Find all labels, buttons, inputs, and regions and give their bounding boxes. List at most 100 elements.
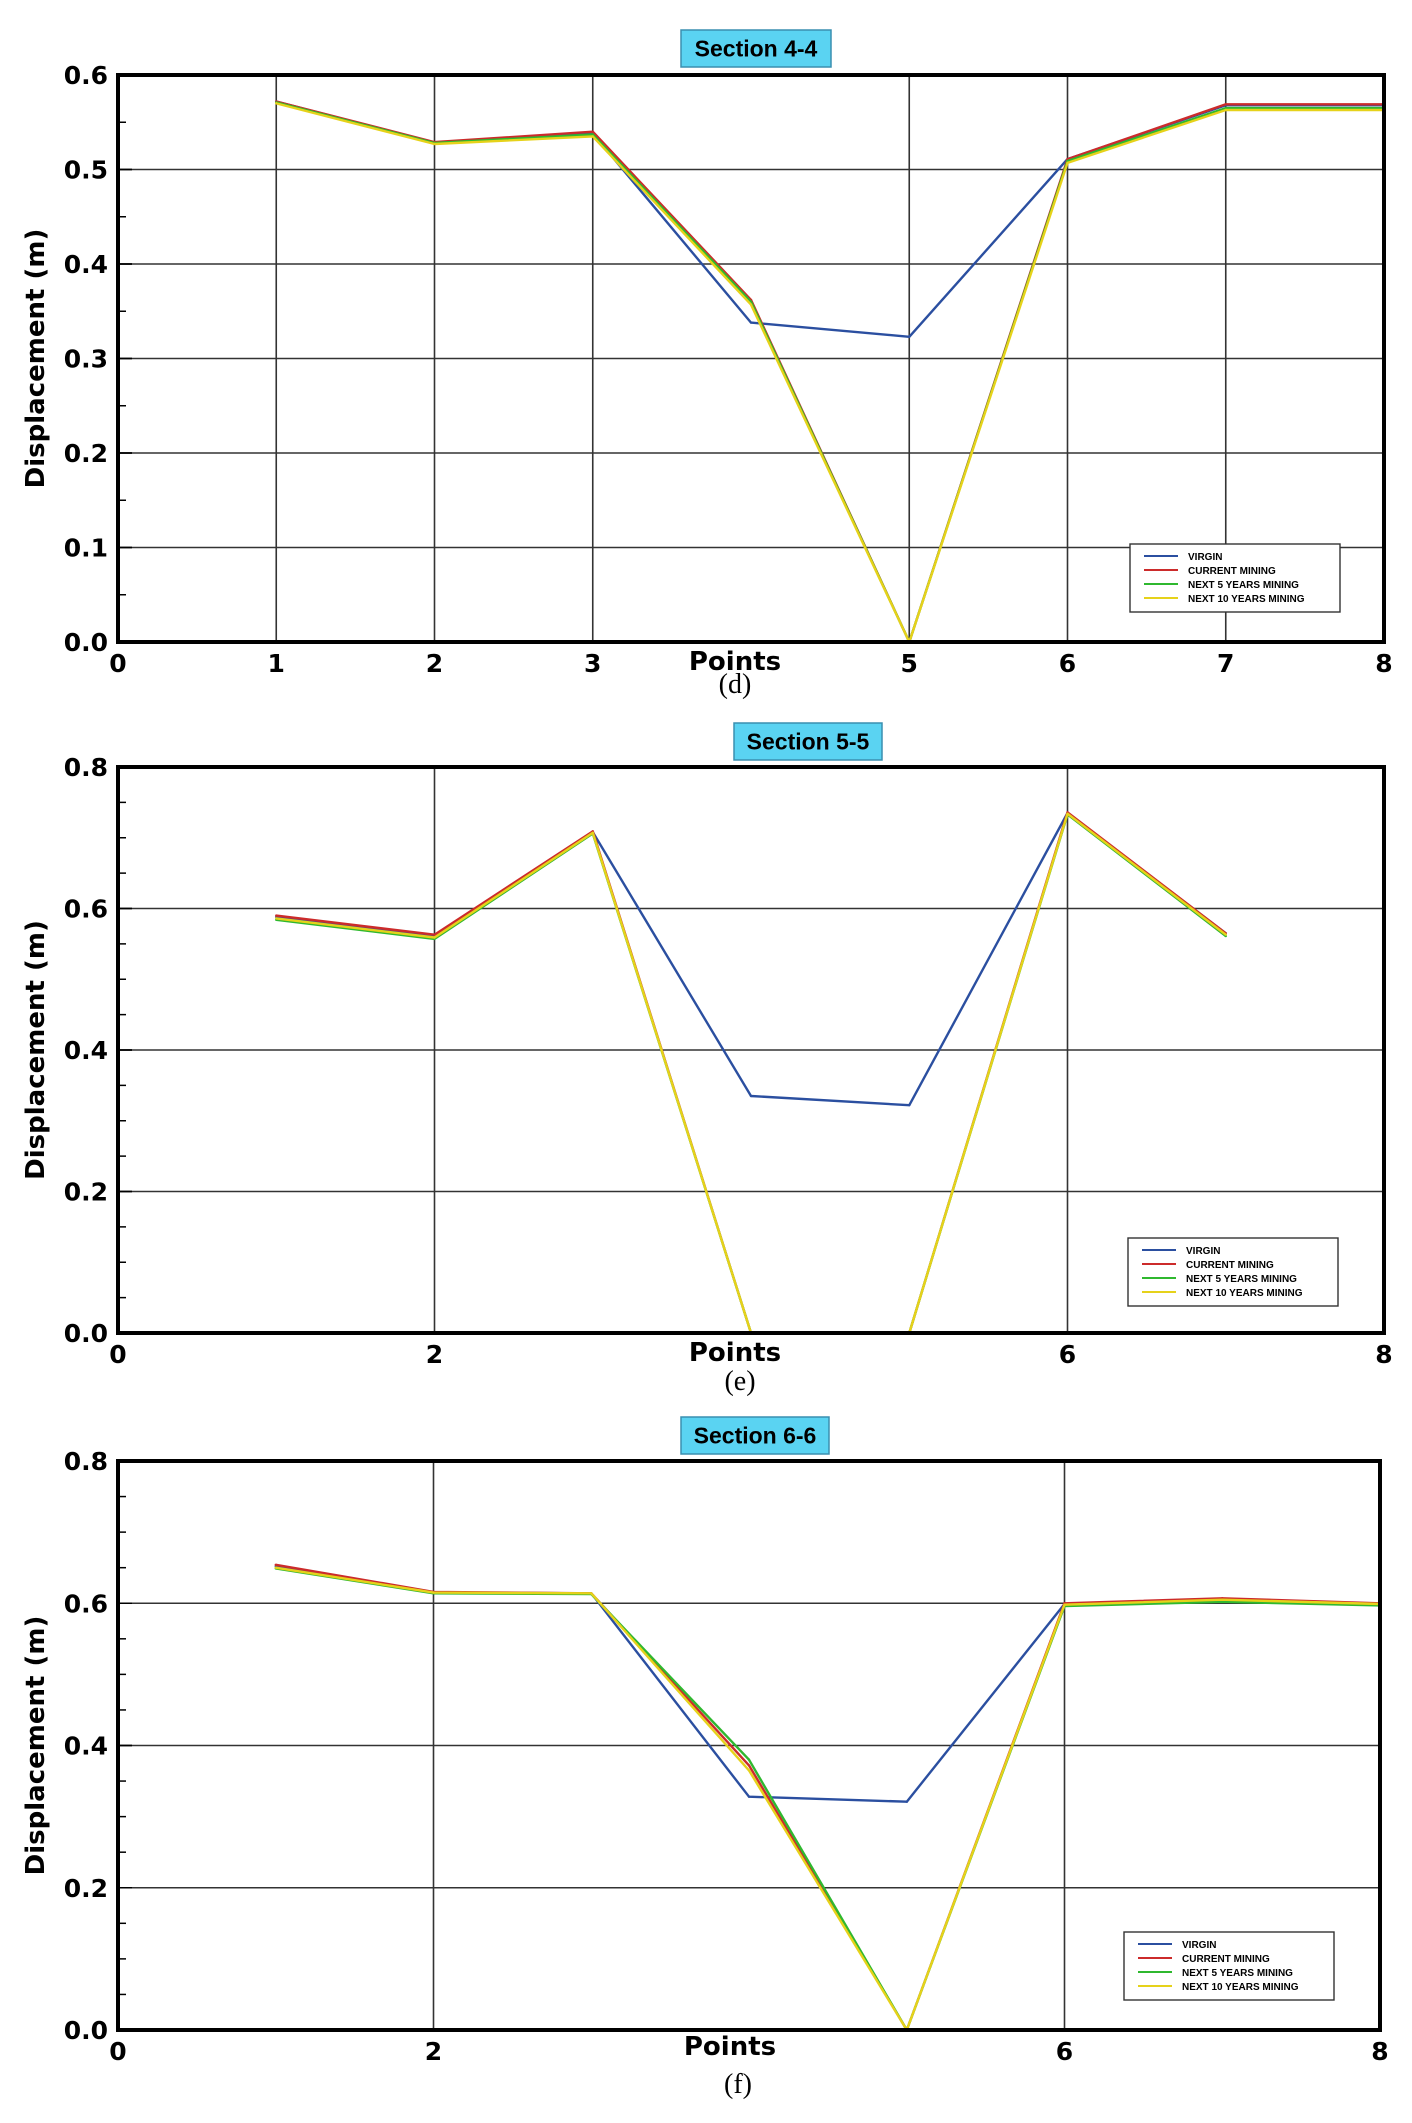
- series-line-next-10-years-mining: [276, 812, 1227, 1335]
- y-tick-label: 0.5: [64, 156, 108, 185]
- legend-entry: NEXT 5 YEARS MINING: [1182, 1968, 1293, 1979]
- data-point: [1066, 161, 1069, 165]
- y-minor-ticks: [118, 1460, 132, 2031]
- x-axis-title: Points: [684, 2032, 776, 2062]
- series-lines: [274, 1563, 1382, 2032]
- y-tick-label: 0.2: [64, 439, 108, 468]
- data-point: [908, 1103, 911, 1107]
- data-point: [749, 321, 753, 324]
- legend: VIRGIN CURRENT MINING NEXT 5 YEARS MINING N…: [1123, 1931, 1335, 2001]
- y-tick-label: 0.4: [64, 1732, 108, 1761]
- data-point: [590, 1592, 593, 1595]
- x-tick-label: 6: [1059, 649, 1076, 678]
- legend-entry: NEXT 10 YEARS MINING: [1188, 594, 1305, 605]
- data-point: [747, 1758, 751, 1761]
- x-tick-label: 8: [1375, 1340, 1392, 1369]
- x-tick-label: 0: [109, 2037, 126, 2066]
- data-point: [747, 1764, 751, 1767]
- data-point: [1224, 108, 1227, 112]
- y-tick-label: 0.4: [64, 1036, 108, 1065]
- data-point: [1063, 1603, 1066, 1606]
- x-tick-label: 2: [426, 1340, 443, 1369]
- legend: VIRGIN CURRENT MINING NEXT 5 YEARS MINING N…: [1127, 1237, 1339, 1307]
- data-point: [1224, 103, 1227, 106]
- y-axis-title: Displacement (m): [21, 229, 51, 489]
- x-tick-label: 8: [1371, 2037, 1388, 2066]
- legend-entry: NEXT 10 YEARS MINING: [1186, 1288, 1303, 1299]
- x-tick-label: 2: [425, 2037, 442, 2066]
- y-tick-label: 0.8: [64, 1447, 108, 1476]
- data-point: [591, 130, 594, 133]
- grid-lines: [118, 1461, 1380, 2030]
- data-point: [591, 133, 594, 136]
- legend-entry: NEXT 5 YEARS MINING: [1188, 580, 1299, 591]
- chart-panel-3: Section 6-6 0 2 6 8 0.0 0.2 0.4 0.6 0.8 Points Disp…: [21, 1416, 1389, 2100]
- x-tick-label: 7: [1217, 649, 1234, 678]
- data-point: [275, 917, 278, 920]
- chart-panel-2: Section 5-5 0 2 6 8 0.0 0.2 0.4 0.6 0.8 Points Disp…: [21, 722, 1393, 1397]
- x-tick-label: 5: [901, 649, 918, 678]
- y-tick-label: 0.4: [64, 250, 108, 279]
- panel-caption: (d): [719, 669, 752, 700]
- data-point: [749, 303, 753, 306]
- y-tick-label: 0.2: [64, 1874, 108, 1903]
- x-tick-label: 6: [1056, 2037, 1073, 2066]
- data-point: [275, 914, 278, 917]
- chart-title-badge: [733, 722, 883, 761]
- legend-entry: VIRGIN: [1188, 552, 1222, 563]
- series-line-current-mining: [276, 811, 1227, 1335]
- data-point: [905, 1800, 908, 1803]
- data-point: [591, 135, 594, 138]
- x-tick-label: 6: [1059, 1340, 1076, 1369]
- series-lines: [275, 811, 1227, 1335]
- chart-title: Section 5-5: [747, 729, 870, 755]
- panel-caption: (e): [724, 1366, 755, 1397]
- plot-frame: [116, 765, 1386, 1335]
- plot-frame: [116, 1459, 1382, 2032]
- x-axis-title: Points: [689, 647, 781, 677]
- x-axis-title: Points: [689, 1338, 781, 1368]
- y-tick-label: 0.0: [64, 1319, 108, 1348]
- data-point: [433, 142, 436, 146]
- data-point: [1221, 1600, 1224, 1604]
- y-tick-label: 0.6: [64, 61, 108, 90]
- y-tick-label: 0.2: [64, 1178, 108, 1207]
- chart-title: Section 6-6: [694, 1423, 817, 1449]
- y-tick-label: 0.0: [64, 628, 108, 657]
- chart-title: Section 4-4: [695, 36, 818, 62]
- x-tick-label: 0: [109, 649, 126, 678]
- chart-title-badge: [680, 29, 832, 68]
- panel-caption: (f): [724, 2069, 752, 2100]
- y-tick-label: 0.8: [64, 753, 108, 782]
- x-tick-label: 0: [109, 1340, 126, 1369]
- y-tick-label: 0.3: [64, 345, 108, 374]
- legend-entry: VIRGIN: [1182, 1940, 1216, 1951]
- series-lines: [275, 100, 1386, 644]
- x-tick-label: 8: [1375, 649, 1392, 678]
- data-point: [1066, 812, 1069, 815]
- y-tick-label: 0.6: [64, 895, 108, 924]
- grid-lines: [118, 767, 1384, 1333]
- data-point: [432, 1591, 435, 1594]
- chart-panel-1: Section 4-4 0 1 2 3 5 6 7 8 0.0 0.1 0.2 0.3 0.4 0.5 0.6…: [21, 29, 1393, 700]
- data-point: [749, 1094, 753, 1098]
- y-tick-label: 0.0: [64, 2016, 108, 2045]
- series-line-virgin: [275, 100, 1384, 338]
- data-point: [1224, 106, 1227, 110]
- legend: VIRGIN CURRENT MINING NEXT 5 YEARS MINING N…: [1129, 543, 1341, 613]
- y-axis-title: Displacement (m): [21, 1616, 51, 1876]
- y-tick-label: 0.6: [64, 1589, 108, 1618]
- legend-entry: VIRGIN: [1186, 1246, 1220, 1257]
- x-tick-label: 2: [426, 649, 443, 678]
- y-axis-title: Displacement (m): [21, 920, 51, 1180]
- series-line-next-5-years-mining: [276, 813, 1227, 1335]
- data-point: [747, 1769, 751, 1772]
- data-point: [275, 102, 278, 105]
- y-minor-ticks: [118, 74, 132, 643]
- chart-title-badge: [680, 1416, 830, 1455]
- y-tick-label: 0.1: [64, 534, 108, 563]
- data-point: [1224, 933, 1227, 936]
- legend-entry: CURRENT MINING: [1188, 566, 1276, 577]
- data-point: [274, 1563, 277, 1567]
